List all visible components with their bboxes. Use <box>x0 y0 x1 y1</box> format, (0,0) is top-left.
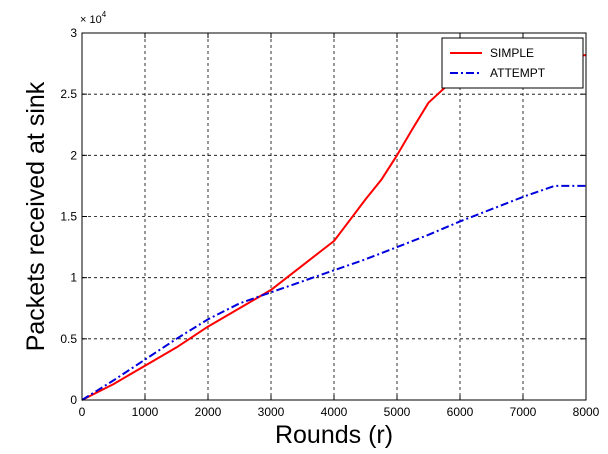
y-tick-label: 2 <box>70 148 77 162</box>
x-tick-label: 3000 <box>258 405 285 419</box>
y-tick-label: 1.5 <box>60 210 77 224</box>
x-tick-label: 7000 <box>510 405 537 419</box>
x-tick-label: 1000 <box>132 405 159 419</box>
axis-ticks: 0 1000 2000 3000 4000 5000 6000 7000 8000 0 0.5 1 1.… <box>60 26 599 419</box>
y-tick-label: 0 <box>70 393 77 407</box>
x-tick-label: 8000 <box>573 405 600 419</box>
series-line-attempt <box>81 184 586 401</box>
grid-lines <box>82 33 586 400</box>
legend: SIMPLE ATTEMPT <box>441 37 584 89</box>
x-tick-label: 5000 <box>384 405 411 419</box>
x-tick-label: 0 <box>79 405 86 419</box>
y-axis-exponent: × 104 <box>80 10 107 26</box>
y-tick-label: 3 <box>70 26 77 40</box>
y-tick-label: 0.5 <box>60 332 77 346</box>
legend-label-simple: SIMPLE <box>490 46 534 60</box>
y-tick-label: 2.5 <box>60 87 77 101</box>
x-tick-label: 4000 <box>321 405 348 419</box>
x-axis-label: Rounds (r) <box>275 421 393 449</box>
legend-label-attempt: ATTEMPT <box>490 66 546 80</box>
x-tick-label: 6000 <box>447 405 474 419</box>
y-tick-label: 1 <box>70 271 77 285</box>
x-tick-label: 2000 <box>195 405 222 419</box>
y-axis-label: Packets received at sink <box>22 81 50 351</box>
legend-box <box>441 37 584 89</box>
